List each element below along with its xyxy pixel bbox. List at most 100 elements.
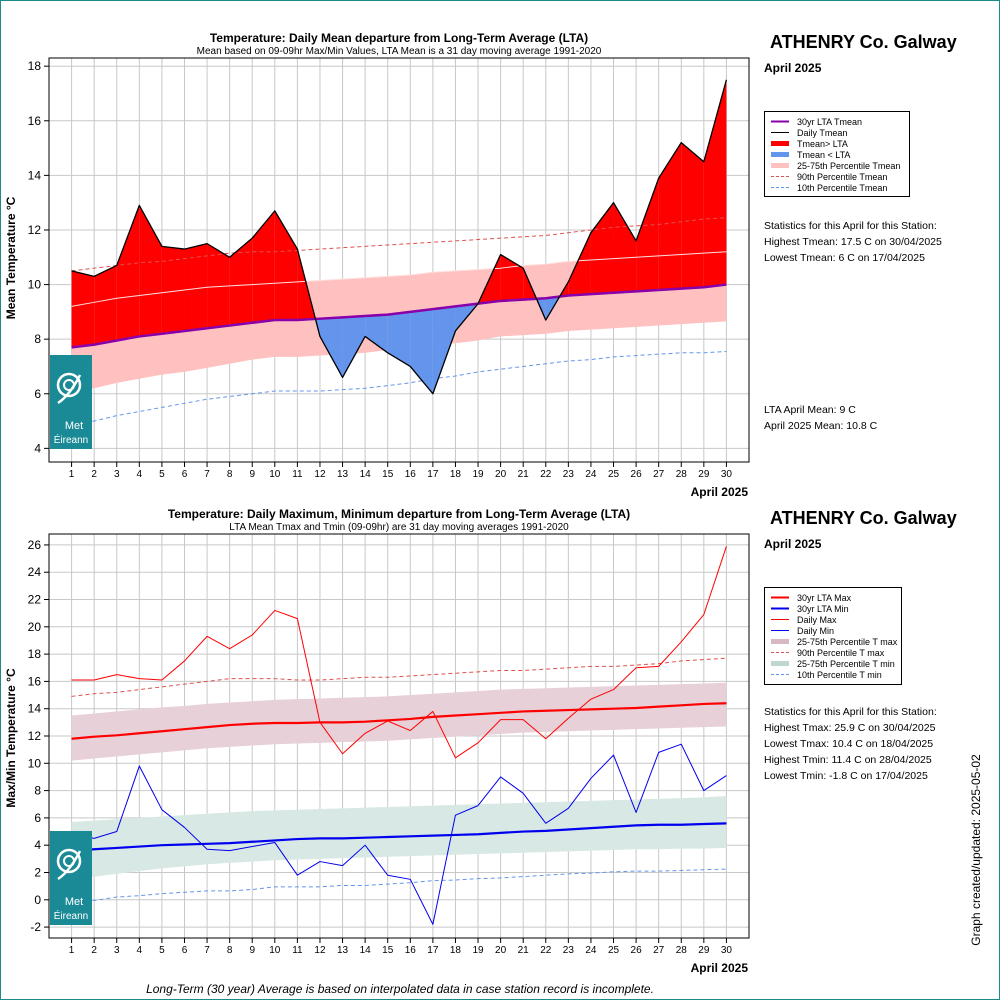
legend-item-daily-max: Daily Max — [771, 614, 837, 625]
x-tick-label: 6 — [182, 945, 188, 956]
x-tick-label: 27 — [653, 469, 665, 480]
tmean-above-lta-fill — [116, 205, 140, 341]
chart2-stats-heading: Statistics for this April for this Stati… — [764, 706, 937, 718]
x-tick-label: 23 — [563, 945, 575, 956]
lta-tmean-line — [71, 283, 727, 349]
x-tick-label: 7 — [204, 945, 210, 956]
svg-text:Éireann: Éireann — [54, 909, 88, 922]
legend-item-p90-max: 90th Percentile T max — [771, 647, 885, 658]
tmean-above-lta-fill — [681, 142, 704, 289]
chart2-stat-highest-tmin: Highest Tmin: 11.4 C on 28/04/2025 — [764, 754, 932, 766]
x-tick-label: 13 — [337, 469, 349, 480]
met-eireann-logo-top: Met Éireann — [50, 355, 92, 449]
y-tick-label: 8 — [34, 332, 41, 346]
y-tick-label: 14 — [28, 168, 42, 182]
tmean-above-lta-fill — [636, 178, 659, 292]
svg-text:Met: Met — [65, 896, 83, 908]
x-tick-label: 30 — [721, 469, 733, 480]
chart1-xlabel: April 2025 — [691, 485, 749, 499]
legend-item-tmean-below: Tmean < LTA — [771, 149, 851, 160]
y-tick-label: 18 — [28, 647, 42, 661]
x-tick-label: 1 — [69, 945, 75, 956]
tmean-below-lta-fill — [387, 311, 411, 367]
percentile-25-75-tmax-band — [71, 682, 727, 761]
legend-item-daily-tmean: Daily Tmean — [771, 127, 848, 138]
chart1-lta-mean: LTA April Mean: 9 C — [764, 404, 856, 416]
chart2-ylabel: Max/Min Temperature °C — [4, 668, 18, 808]
x-tick-label: 16 — [405, 945, 417, 956]
x-tick-label: 21 — [518, 469, 530, 480]
y-tick-label: 2 — [34, 865, 41, 879]
y-tick-label: 16 — [28, 674, 42, 688]
x-tick-label: 15 — [382, 945, 394, 956]
x-tick-label: 24 — [585, 469, 597, 480]
tmean-below-lta-fill — [342, 315, 366, 378]
legend-item-p90-tmean: 90th Percentile Tmean — [771, 171, 888, 182]
x-tick-label: 11 — [292, 469, 303, 480]
x-tick-label: 27 — [653, 945, 665, 956]
x-tick-label: 12 — [314, 945, 326, 956]
legend-item-lta-max: 30yr LTA Max — [771, 592, 852, 603]
chart1-month-mean: April 2025 Mean: 10.8 C — [764, 420, 878, 432]
x-tick-label: 1 — [69, 469, 75, 480]
x-tick-label: 29 — [698, 469, 710, 480]
station-title-bottom: ATHENRY Co. Galway — [770, 508, 957, 528]
chart1-ylabel: Mean Temperature °C — [4, 196, 18, 319]
chart2-stat-highest-tmax: Highest Tmax: 25.9 C on 30/04/2025 — [764, 722, 936, 734]
y-tick-label: 14 — [28, 702, 42, 716]
x-tick-label: 28 — [676, 945, 688, 956]
x-tick-label: 19 — [472, 469, 484, 480]
y-tick-label: 0 — [34, 893, 41, 907]
chart1-stats-heading: Statistics for this April for this Stati… — [764, 220, 937, 232]
percentile-90-tmean-line — [71, 217, 727, 272]
y-tick-label: 16 — [28, 114, 42, 128]
y-tick-label: 26 — [28, 538, 42, 552]
x-tick-label: 14 — [360, 469, 372, 480]
met-eireann-logo-icon: Met Éireann — [54, 372, 88, 446]
plot-border — [48, 57, 750, 463]
month-label-top: April 2025 — [764, 61, 822, 75]
chart1-series-lines — [71, 79, 728, 425]
tmean-above-lta-fill — [613, 202, 637, 293]
tmean-above-lta-fill — [568, 232, 591, 296]
x-tick-label: 18 — [450, 945, 462, 956]
y-tick-label: 18 — [28, 59, 42, 73]
chart1-stat-lowest: Lowest Tmean: 6 C on 17/04/2025 — [764, 252, 925, 264]
legend-item-lta-min: 30yr LTA Min — [771, 603, 849, 614]
tmean-above-lta-fill — [184, 243, 208, 331]
daily-max-line — [71, 546, 727, 759]
y-tick-label: 4 — [34, 441, 41, 455]
tmean-below-lta-fill — [319, 317, 343, 378]
svg-text:Éireann: Éireann — [54, 433, 88, 446]
chart2-stat-lowest-tmax: Lowest Tmax: 10.4 C on 18/04/2025 — [764, 738, 934, 750]
y-tick-label: 12 — [28, 729, 42, 743]
y-tick-label: 8 — [34, 784, 41, 798]
x-tick-label: 3 — [114, 469, 120, 480]
y-tick-label: 6 — [34, 811, 41, 825]
percentile-90-tmax-line — [71, 657, 727, 697]
chart2-xlabel: April 2025 — [691, 961, 749, 975]
x-tick-label: 20 — [495, 469, 507, 480]
chart2-series-lines — [71, 546, 727, 925]
x-tick-label: 9 — [249, 469, 255, 480]
y-tick-label: 20 — [28, 620, 42, 634]
legend-item-tmean-above: Tmean> LTA — [771, 138, 848, 149]
daily-tmean-line — [71, 79, 728, 395]
mean-temperature-chart: Temperature: Daily Mean departure from L… — [4, 31, 750, 499]
tmean-above-lta-fill — [703, 79, 727, 288]
legend-item-p10-tmean: 10th Percentile Tmean — [771, 182, 888, 193]
tmean-below-lta-fill — [432, 306, 456, 394]
x-tick-label: 14 — [360, 945, 372, 956]
y-tick-label: 6 — [34, 387, 41, 401]
y-tick-label: 24 — [28, 565, 42, 579]
x-tick-label: 8 — [227, 945, 233, 956]
y-tick-label: 4 — [34, 838, 41, 852]
legend-item-daily-min: Daily Min — [771, 625, 835, 636]
x-tick-label: 25 — [608, 469, 620, 480]
x-tick-label: 6 — [182, 469, 188, 480]
percentile-10-tmean-line — [71, 350, 727, 425]
tmean-above-lta-fill — [94, 265, 117, 345]
month-label-bottom: April 2025 — [764, 537, 822, 551]
x-tick-label: 18 — [450, 469, 462, 480]
